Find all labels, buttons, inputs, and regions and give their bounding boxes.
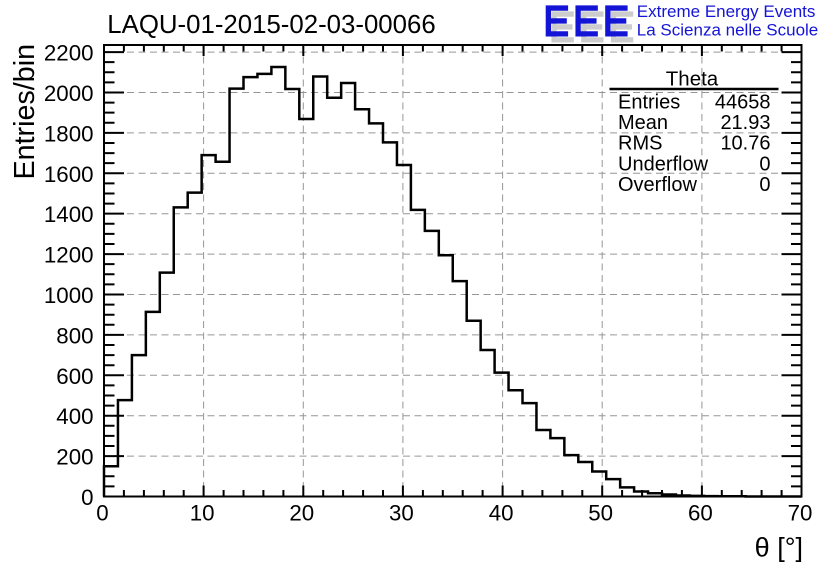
svg-text:600: 600 — [56, 364, 93, 389]
svg-text:LAQU-01-2015-02-03-00066: LAQU-01-2015-02-03-00066 — [107, 11, 435, 39]
svg-text:21.93: 21.93 — [720, 112, 770, 134]
svg-text:1400: 1400 — [44, 202, 94, 227]
svg-text:0: 0 — [759, 174, 770, 196]
svg-text:10: 10 — [190, 501, 215, 526]
svg-text:1200: 1200 — [44, 243, 94, 268]
svg-text:Entries/bin: Entries/bin — [9, 44, 41, 180]
svg-text:44658: 44658 — [715, 92, 771, 114]
svg-text:Extreme Energy Events: Extreme Energy Events — [637, 2, 816, 21]
svg-text:Overflow: Overflow — [618, 174, 697, 196]
svg-text:800: 800 — [56, 323, 93, 348]
svg-text:20: 20 — [289, 501, 314, 526]
svg-text:1800: 1800 — [44, 121, 94, 146]
svg-text:60: 60 — [688, 501, 713, 526]
svg-text:Underflow: Underflow — [618, 153, 709, 175]
svg-text:θ [°]: θ [°] — [755, 533, 803, 563]
svg-text:10.76: 10.76 — [720, 133, 770, 155]
svg-text:70: 70 — [788, 501, 813, 526]
svg-text:30: 30 — [389, 501, 414, 526]
svg-text:50: 50 — [588, 501, 613, 526]
svg-text:40: 40 — [489, 501, 514, 526]
svg-text:1600: 1600 — [44, 162, 94, 187]
svg-text:0: 0 — [81, 485, 93, 510]
svg-text:Entries: Entries — [618, 92, 680, 114]
svg-text:0: 0 — [96, 501, 108, 526]
svg-text:1000: 1000 — [44, 283, 94, 308]
svg-text:200: 200 — [56, 445, 93, 470]
svg-text:RMS: RMS — [618, 133, 662, 155]
svg-text:400: 400 — [56, 404, 93, 429]
svg-text:2000: 2000 — [44, 81, 94, 106]
svg-text:Mean: Mean — [618, 112, 668, 134]
svg-text:La Scienza nelle Scuole: La Scienza nelle Scuole — [637, 21, 818, 40]
svg-text:Theta: Theta — [666, 68, 719, 91]
svg-text:2200: 2200 — [44, 41, 94, 66]
svg-text:0: 0 — [759, 153, 770, 175]
